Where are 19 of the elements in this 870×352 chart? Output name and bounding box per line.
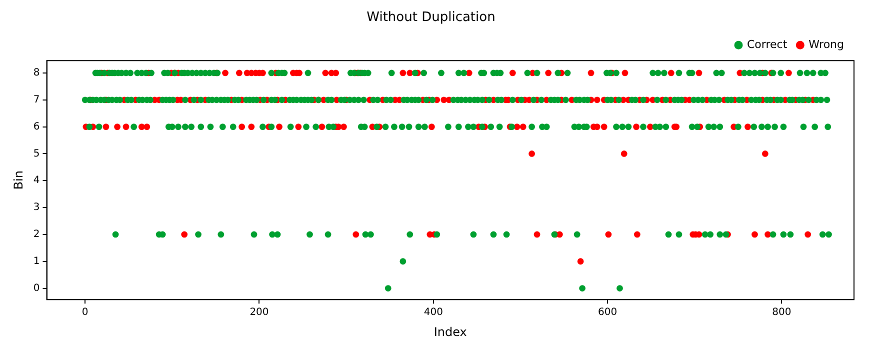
legend-label: Wrong [808,38,844,51]
y-tick-label: 3 [33,202,40,214]
x-tick-label: 200 [250,307,269,318]
y-tick-label: 7 [33,94,40,106]
legend-label: Correct [747,38,788,51]
x-tick-label: 0 [82,307,88,318]
x-tick-label: 600 [598,307,618,318]
chart-title: Without Duplication [366,10,496,26]
y-axis-title: Bin [11,170,26,190]
y-tick-label: 2 [33,229,40,240]
y-tick-label: 8 [33,68,40,79]
x-axis-title: Index [434,324,467,339]
y-tick-label: 5 [33,148,40,160]
y-tick-label: 4 [33,175,40,186]
y-tick-label: 6 [33,121,40,132]
y-tick-label: 0 [33,282,40,294]
y-tick-label: 1 [33,256,40,267]
x-tick-label: 800 [772,307,792,318]
x-tick-label: 400 [424,307,443,318]
